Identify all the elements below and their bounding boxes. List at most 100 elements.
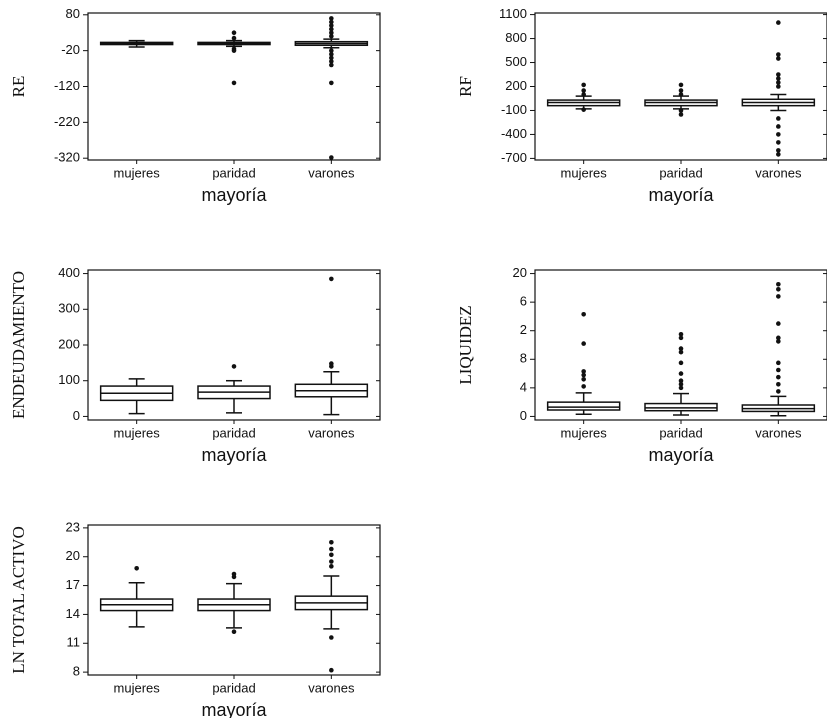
- outlier: [329, 55, 334, 61]
- outlier: [329, 51, 334, 57]
- y-tick-label: 300: [58, 301, 80, 316]
- y-tick-label: 6: [520, 294, 527, 309]
- outlier: [776, 84, 781, 89]
- outlier: [776, 80, 781, 85]
- x-tick-label: varones: [755, 425, 802, 440]
- box: [546, 401, 621, 411]
- outlier: [678, 360, 684, 366]
- y-tick-label: -220: [54, 114, 80, 129]
- y-tick-label: 8: [73, 664, 80, 679]
- x-tick-label: paridad: [212, 165, 255, 180]
- x-axis-label: mayoría: [201, 445, 267, 465]
- y-tick-label: 20: [66, 548, 80, 563]
- outlier: [581, 88, 586, 93]
- outlier: [231, 80, 237, 86]
- x-axis-label: mayoría: [201, 700, 267, 718]
- outlier: [678, 335, 684, 341]
- outlier: [329, 552, 334, 558]
- outlier: [776, 20, 781, 25]
- x-tick-label: mujeres: [561, 425, 608, 440]
- y-tick-label: -400: [501, 126, 527, 141]
- outlier: [581, 369, 586, 374]
- outlier: [329, 667, 334, 673]
- outlier: [776, 72, 781, 77]
- x-tick-label: varones: [308, 425, 355, 440]
- outlier: [581, 92, 586, 97]
- outlier: [776, 148, 781, 153]
- outlier: [678, 378, 684, 384]
- outlier: [329, 635, 334, 640]
- outlier: [329, 19, 334, 25]
- outlier: [231, 48, 237, 53]
- outlier: [678, 371, 684, 376]
- outlier: [776, 76, 781, 81]
- outlier: [678, 112, 684, 117]
- y-tick-label: 0: [73, 408, 80, 423]
- outlier: [231, 364, 237, 369]
- outlier: [776, 294, 781, 299]
- outlier: [581, 107, 586, 112]
- outlier: [678, 346, 684, 351]
- x-tick-label: paridad: [212, 425, 255, 440]
- y-tick-label: 17: [66, 577, 80, 592]
- y-tick-label: 1100: [499, 6, 527, 21]
- y-tick-label: 80: [66, 6, 80, 21]
- outlier: [678, 385, 684, 391]
- x-tick-label: varones: [308, 680, 355, 695]
- x-tick-label: mujeres: [561, 165, 608, 180]
- outlier: [329, 276, 334, 282]
- outlier: [678, 381, 684, 387]
- y-tick-label: 11: [67, 635, 81, 650]
- x-axis-label: mayoría: [648, 185, 714, 205]
- y-tick-label: 200: [505, 78, 527, 93]
- outlier: [776, 381, 781, 387]
- y-tick-label: 800: [505, 30, 527, 45]
- x-tick-label: varones: [308, 165, 355, 180]
- x-tick-label: paridad: [659, 425, 702, 440]
- outlier: [776, 321, 781, 326]
- outlier: [776, 52, 781, 57]
- outlier: [776, 335, 781, 341]
- outlier: [678, 349, 684, 355]
- y-tick-label: 100: [58, 372, 80, 387]
- outlier: [329, 48, 334, 53]
- outlier: [329, 16, 334, 21]
- outlier: [776, 360, 781, 366]
- outlier: [134, 565, 139, 571]
- outlier: [776, 116, 781, 121]
- x-tick-label: mujeres: [114, 680, 161, 695]
- outlier: [231, 574, 237, 580]
- y-tick-label: -20: [61, 42, 80, 57]
- outlier: [776, 132, 781, 137]
- outlier: [776, 286, 781, 292]
- outlier: [329, 59, 334, 64]
- x-tick-label: paridad: [212, 680, 255, 695]
- y-tick-label: 200: [58, 336, 80, 351]
- outlier: [231, 30, 237, 36]
- y-tick-label: -120: [54, 78, 80, 93]
- y-axis-label: LN TOTAL ACTIVO: [9, 526, 28, 674]
- x-tick-label: paridad: [659, 165, 702, 180]
- outlier: [329, 80, 334, 86]
- outlier: [329, 364, 334, 369]
- x-tick-label: varones: [755, 165, 802, 180]
- outlier: [581, 384, 586, 389]
- outlier: [581, 311, 586, 317]
- outlier: [329, 564, 334, 569]
- outlier: [329, 559, 334, 564]
- y-tick-label: 2: [520, 322, 527, 337]
- outlier: [776, 140, 781, 145]
- y-tick-label: -700: [501, 150, 527, 165]
- y-tick-label: -100: [501, 102, 527, 117]
- outlier: [678, 88, 684, 93]
- y-tick-label: 500: [505, 54, 527, 69]
- y-tick-label: -320: [54, 150, 80, 165]
- outlier: [678, 108, 684, 113]
- y-axis-label: RF: [456, 76, 475, 97]
- y-tick-label: 8: [520, 351, 527, 366]
- outlier: [581, 372, 586, 378]
- outlier: [329, 23, 334, 28]
- outlier: [776, 281, 781, 287]
- y-tick-label: 14: [66, 606, 80, 621]
- x-axis-label: mayoría: [201, 185, 267, 205]
